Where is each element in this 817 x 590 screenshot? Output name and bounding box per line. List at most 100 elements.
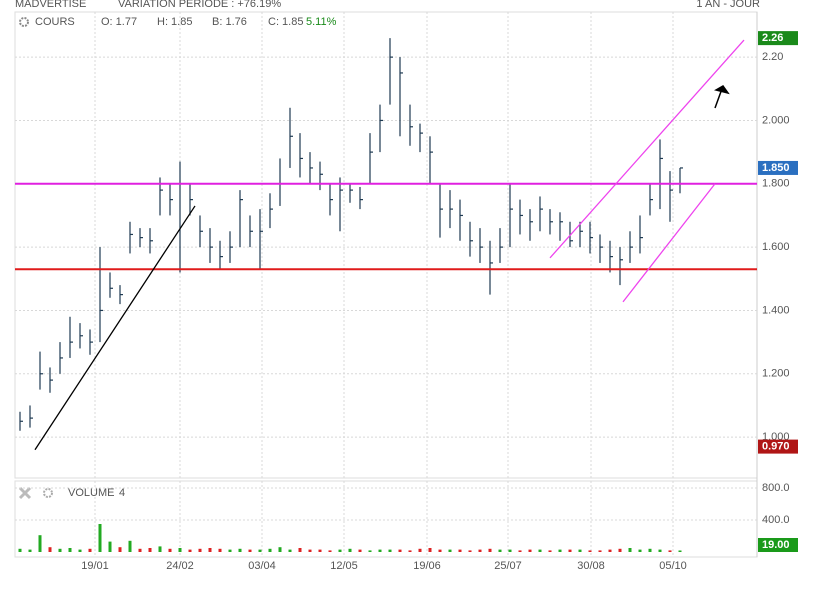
volume-bar <box>248 549 252 552</box>
x-tick-label: 12/05 <box>330 560 358 572</box>
x-tick-label: 30/08 <box>577 560 605 572</box>
volume-label: VOLUME <box>68 487 114 499</box>
value-marker-label: 1.850 <box>762 162 790 174</box>
x-tick-label: 25/07 <box>494 560 522 572</box>
volume-bar <box>198 548 202 552</box>
volume-bar <box>368 550 372 552</box>
volume-bar <box>638 549 642 552</box>
volume-bar <box>138 548 142 552</box>
volume-bar <box>88 548 92 552</box>
value-marker <box>758 538 798 552</box>
y-tick-label: 1.800 <box>762 178 790 190</box>
chart-subtitle: VARIATION PERIODE : +76.19% <box>118 0 281 10</box>
volume-bar <box>578 549 582 552</box>
volume-bar <box>108 541 112 552</box>
settings-icon[interactable] <box>19 17 29 27</box>
volume-bar <box>498 549 502 552</box>
y-tick-label: 1.400 <box>762 304 790 316</box>
volume-bar <box>588 550 592 552</box>
volume-bar <box>438 549 442 552</box>
volume-bar <box>418 548 422 552</box>
volume-bar <box>328 550 332 552</box>
volume-bar <box>78 549 82 552</box>
volume-bar <box>318 549 322 552</box>
value-marker <box>758 439 798 454</box>
volume-bar <box>298 548 302 552</box>
volume-bar <box>178 548 182 552</box>
y-tick-label: 2.20 <box>762 51 783 63</box>
volume-bar <box>568 549 572 552</box>
volume-bar <box>148 548 152 552</box>
y-tick-label: 400.0 <box>762 514 790 526</box>
trend-line <box>622 183 716 303</box>
volume-bar <box>468 550 472 552</box>
volume-bar <box>428 548 432 552</box>
volume-bar <box>238 548 242 552</box>
volume-bar <box>278 547 282 552</box>
volume-bar <box>38 535 42 552</box>
legend-change: 5.11% <box>306 16 337 28</box>
volume-bar <box>518 550 522 552</box>
volume-bar <box>388 549 392 552</box>
volume-bar <box>378 549 382 552</box>
trend-line <box>549 39 745 259</box>
legend-open: O: 1.77 <box>101 16 137 28</box>
y-tick-label: 1.600 <box>762 241 790 253</box>
volume-bar <box>668 550 672 552</box>
volume-bar <box>308 549 312 552</box>
trend-line <box>34 205 196 451</box>
volume-bar <box>208 548 212 552</box>
volume-bar <box>548 550 552 552</box>
volume-bar <box>558 549 562 552</box>
volume-bar <box>128 540 132 552</box>
value-marker-label: 0.970 <box>762 441 790 453</box>
volume-bar <box>408 550 412 552</box>
volume-bar <box>68 548 72 552</box>
chart-title: MADVERTISE <box>15 0 86 10</box>
x-tick-label: 19/06 <box>413 560 441 572</box>
volume-bar <box>648 548 652 552</box>
volume-bar <box>598 550 602 552</box>
volume-panel <box>14 480 758 558</box>
volume-bar <box>658 549 662 552</box>
legend-high: H: 1.85 <box>157 16 192 28</box>
x-tick-label: 24/02 <box>166 560 194 572</box>
volume-bar <box>398 549 402 552</box>
x-tick-label: 05/10 <box>659 560 687 572</box>
volume-bar <box>218 548 222 552</box>
volume-bar <box>28 549 32 552</box>
y-tick-label: 2.000 <box>762 114 790 126</box>
value-marker-label: 2.26 <box>762 32 783 44</box>
volume-bar <box>528 549 532 552</box>
volume-count: 4 <box>119 487 125 499</box>
trend-arrow <box>714 85 730 109</box>
volume-bar <box>18 548 22 552</box>
period-label[interactable]: 1 AN - JOUR <box>696 0 760 10</box>
volume-bar <box>628 548 632 552</box>
legend-low: B: 1.76 <box>212 16 247 28</box>
y-tick-label: 1.200 <box>762 368 790 380</box>
value-marker <box>758 160 798 175</box>
volume-bar <box>618 548 622 552</box>
volume-bar <box>448 549 452 552</box>
volume-bar <box>338 549 342 552</box>
volume-bar <box>98 524 102 552</box>
volume-bar <box>188 549 192 552</box>
volume-bar <box>158 546 162 552</box>
volume-bar <box>538 549 542 552</box>
volume-bar <box>608 549 612 552</box>
legend-series: COURS <box>35 16 75 28</box>
volume-bar <box>168 548 172 552</box>
price-panel <box>14 11 758 479</box>
volume-bar <box>488 548 492 552</box>
volume-bar <box>508 549 512 552</box>
volume-bar <box>58 548 62 552</box>
volume-bar <box>228 549 232 552</box>
volume-bar <box>118 547 122 552</box>
volume-bar <box>288 549 292 552</box>
close-icon[interactable] <box>18 486 32 500</box>
x-tick-label: 19/01 <box>81 560 109 572</box>
settings-icon[interactable] <box>43 488 53 498</box>
value-marker-label: 19.00 <box>762 539 790 551</box>
